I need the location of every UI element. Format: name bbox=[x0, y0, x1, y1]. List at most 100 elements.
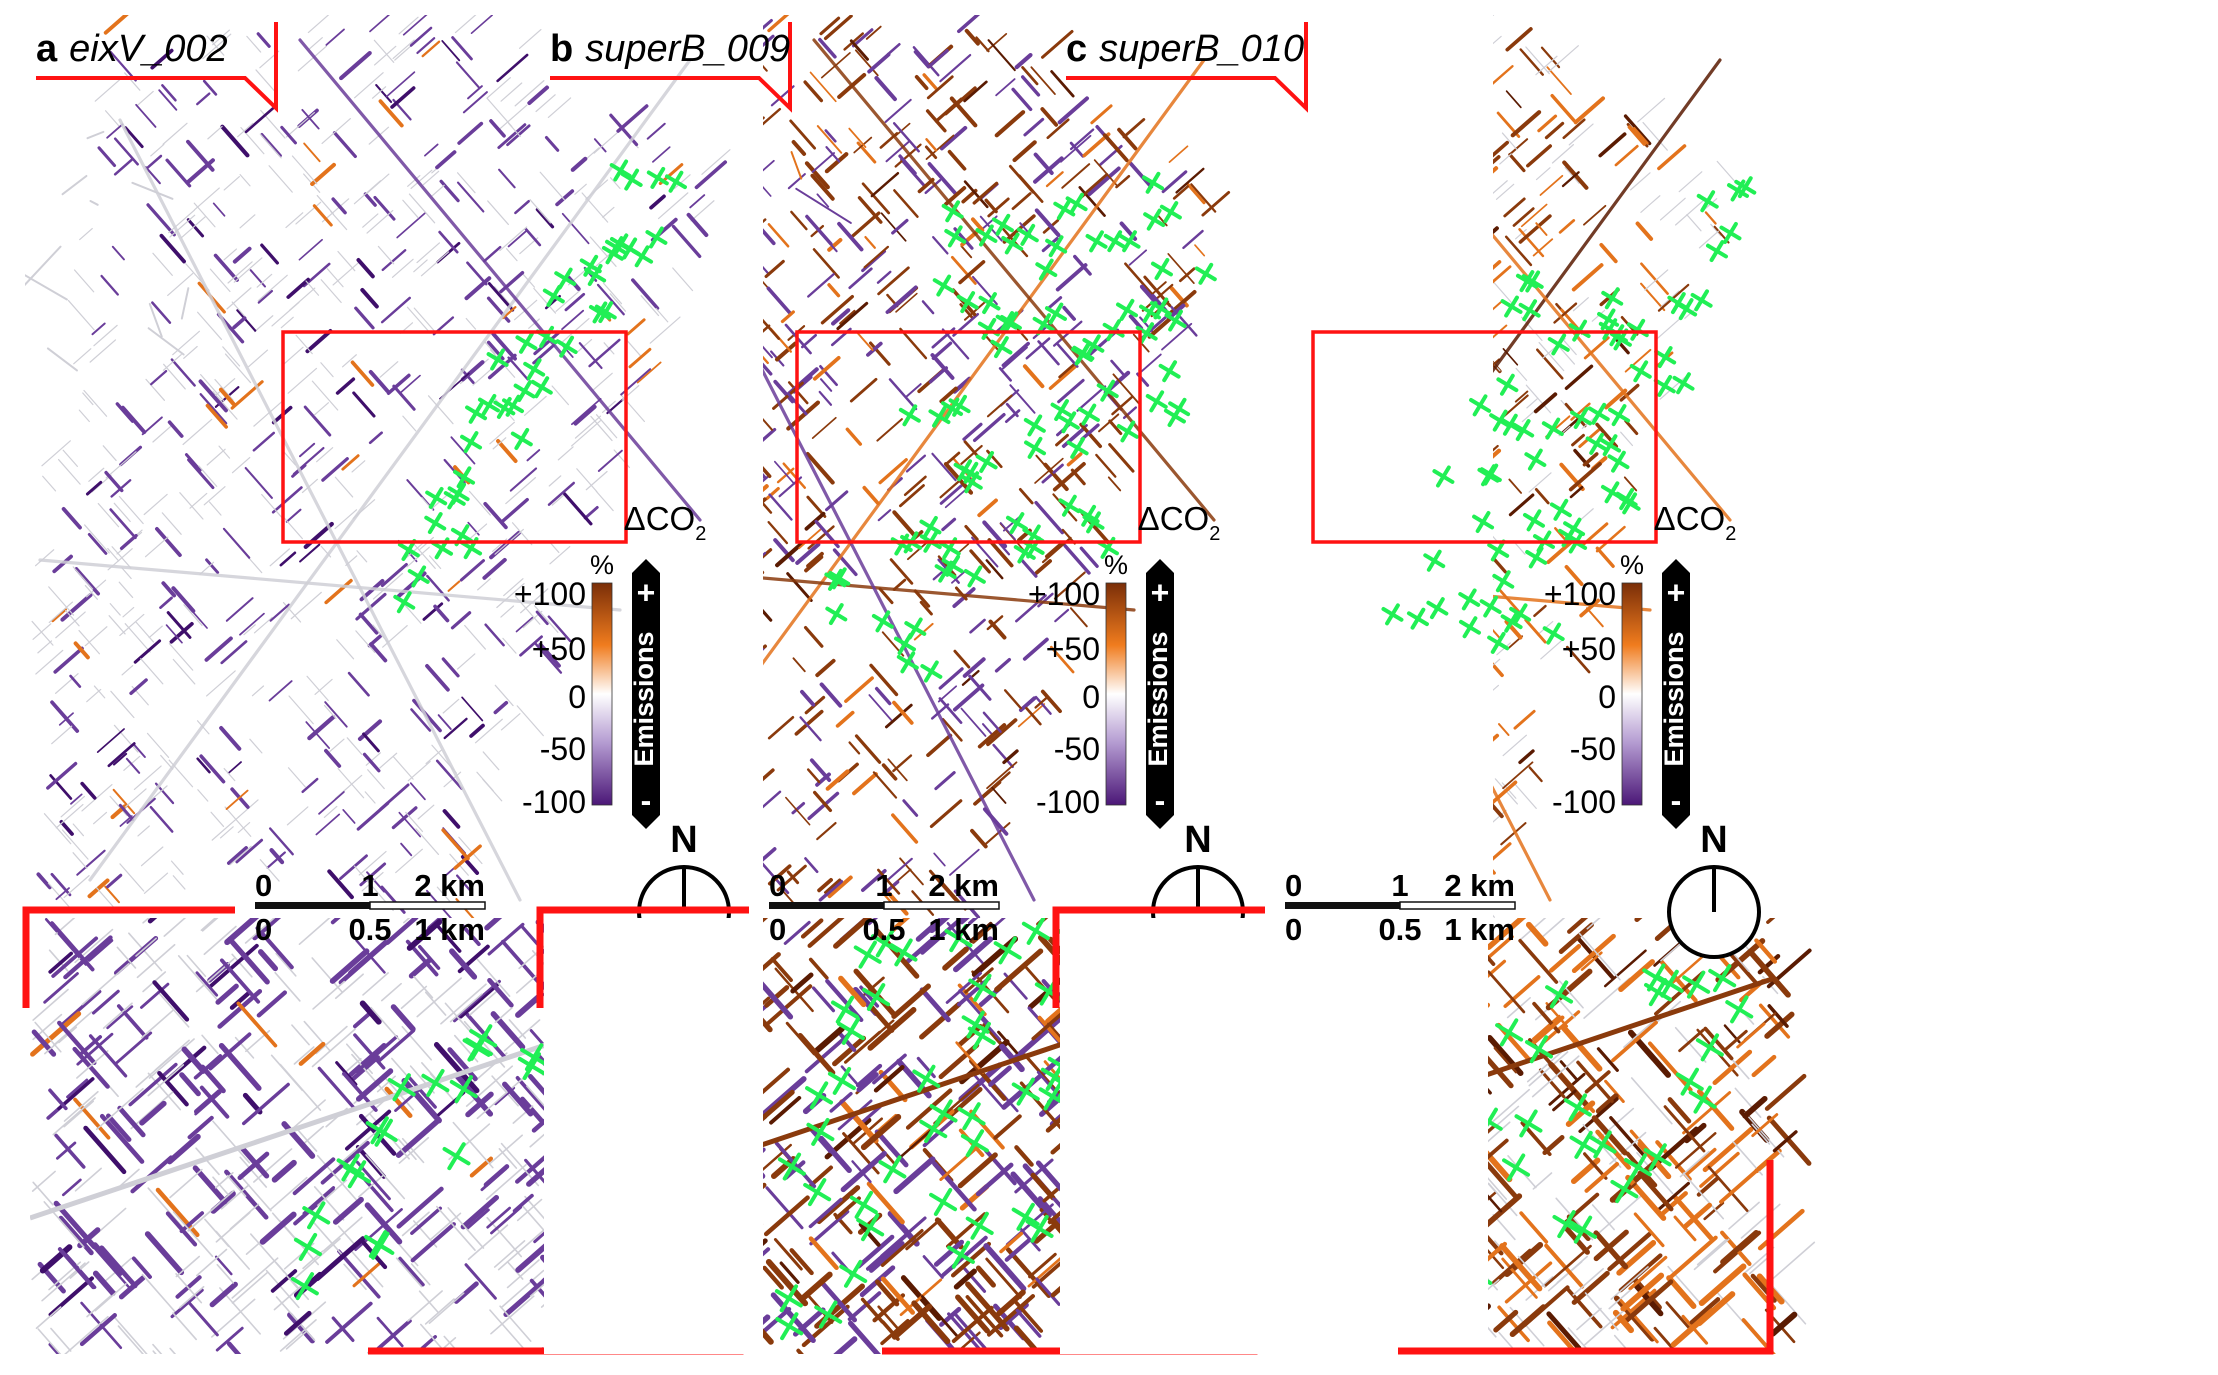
street-segment bbox=[1207, 796, 1222, 809]
street-segment bbox=[1493, 684, 1500, 691]
street-segment bbox=[1128, 161, 1154, 189]
street-segment bbox=[848, 741, 861, 755]
street-segment bbox=[50, 921, 95, 972]
street-segment bbox=[1424, 795, 1437, 810]
street-segment bbox=[1703, 1026, 1734, 1061]
street-segment bbox=[595, 333, 613, 354]
street-segment bbox=[1531, 1014, 1561, 1041]
street-segment bbox=[649, 374, 678, 399]
legend-tick: -100 bbox=[1036, 784, 1100, 820]
street-segment bbox=[358, 850, 387, 876]
street-segment bbox=[763, 417, 774, 431]
street-segment bbox=[1001, 1085, 1028, 1110]
street-segment bbox=[1414, 60, 1439, 89]
street-segment bbox=[1674, 1026, 1707, 1063]
street-segment bbox=[1034, 208, 1061, 238]
street-segment bbox=[1524, 618, 1547, 644]
street-segment bbox=[797, 1033, 836, 1076]
street-segment bbox=[1150, 244, 1166, 262]
superblock-mark bbox=[605, 242, 621, 265]
street-segment bbox=[962, 1353, 965, 1354]
street-segment bbox=[986, 761, 1018, 790]
street-segment bbox=[476, 1078, 523, 1120]
street-segment bbox=[87, 878, 110, 899]
street-segment bbox=[370, 1006, 400, 1041]
street-segment bbox=[1443, 135, 1470, 159]
street-segment bbox=[1596, 1351, 1602, 1354]
street-segment bbox=[1583, 336, 1610, 360]
street-segment bbox=[763, 218, 767, 224]
street-segment bbox=[1444, 708, 1458, 721]
street-segment bbox=[811, 416, 837, 439]
street-segment bbox=[1014, 1145, 1034, 1167]
street-segment bbox=[1679, 1150, 1710, 1178]
street-segment bbox=[840, 1150, 887, 1193]
street-segment bbox=[271, 486, 303, 514]
street-segment bbox=[390, 86, 416, 109]
street-segment bbox=[763, 465, 772, 479]
street-segment bbox=[1578, 932, 1621, 981]
street-segment bbox=[172, 330, 200, 356]
street-segment bbox=[1607, 1231, 1652, 1272]
street-segment bbox=[74, 567, 100, 596]
street-segment bbox=[1019, 557, 1038, 578]
street-segment bbox=[1107, 476, 1122, 492]
street-segment bbox=[547, 481, 575, 506]
street-segment bbox=[928, 366, 949, 384]
street-segment bbox=[985, 1257, 1022, 1299]
street-segment bbox=[402, 15, 428, 36]
street-segment bbox=[970, 217, 985, 233]
street-segment bbox=[81, 784, 113, 812]
street-segment bbox=[1213, 297, 1240, 321]
street-segment bbox=[462, 91, 488, 114]
street-segment bbox=[1377, 750, 1394, 765]
street-segment bbox=[1584, 1310, 1624, 1346]
street-segment bbox=[1215, 638, 1235, 656]
street-segment bbox=[1371, 230, 1396, 258]
street-segment bbox=[657, 334, 685, 358]
street-segment bbox=[1063, 544, 1091, 575]
street-segment bbox=[972, 181, 999, 205]
street-segment bbox=[713, 259, 739, 288]
superblock-mark bbox=[811, 1117, 830, 1146]
street-segment bbox=[279, 1319, 317, 1352]
superblock-mark bbox=[894, 938, 913, 967]
street-segment bbox=[222, 346, 241, 367]
street-segment bbox=[991, 786, 1007, 804]
superblock-mark bbox=[1527, 448, 1543, 471]
street-segment bbox=[914, 75, 929, 91]
street-segment bbox=[149, 805, 174, 833]
street-segment bbox=[390, 1004, 416, 1032]
street-segment bbox=[369, 642, 388, 663]
street-segment bbox=[700, 124, 726, 147]
street-segment bbox=[286, 277, 311, 299]
legend-tick: +50 bbox=[532, 631, 586, 667]
street-segment bbox=[1210, 646, 1234, 673]
street-segment bbox=[1462, 88, 1491, 114]
street-segment bbox=[1232, 859, 1253, 883]
street-segment bbox=[1399, 522, 1412, 537]
superblock-mark bbox=[1760, 870, 1774, 894]
street-segment bbox=[214, 1255, 233, 1276]
street-segment bbox=[332, 1196, 364, 1225]
street-segment bbox=[160, 754, 174, 770]
street-segment bbox=[533, 287, 557, 314]
scale-label-bottom: 0.5 bbox=[348, 912, 391, 947]
street-segment bbox=[534, 605, 559, 633]
street-segment bbox=[1457, 479, 1485, 504]
street-segment bbox=[447, 580, 461, 592]
street-segment bbox=[436, 1205, 476, 1251]
street-segment bbox=[44, 1037, 63, 1055]
superblock-mark bbox=[490, 348, 505, 371]
street-segment bbox=[1371, 169, 1381, 180]
street-segment bbox=[1596, 1193, 1644, 1236]
street-segment bbox=[1668, 954, 1705, 987]
street-segment bbox=[1030, 66, 1056, 95]
street-segment bbox=[280, 316, 294, 329]
street-segment bbox=[946, 1212, 987, 1249]
street-segment bbox=[763, 318, 781, 340]
street-segment bbox=[1391, 429, 1402, 439]
street-segment bbox=[73, 348, 92, 365]
street-segment bbox=[200, 918, 217, 931]
